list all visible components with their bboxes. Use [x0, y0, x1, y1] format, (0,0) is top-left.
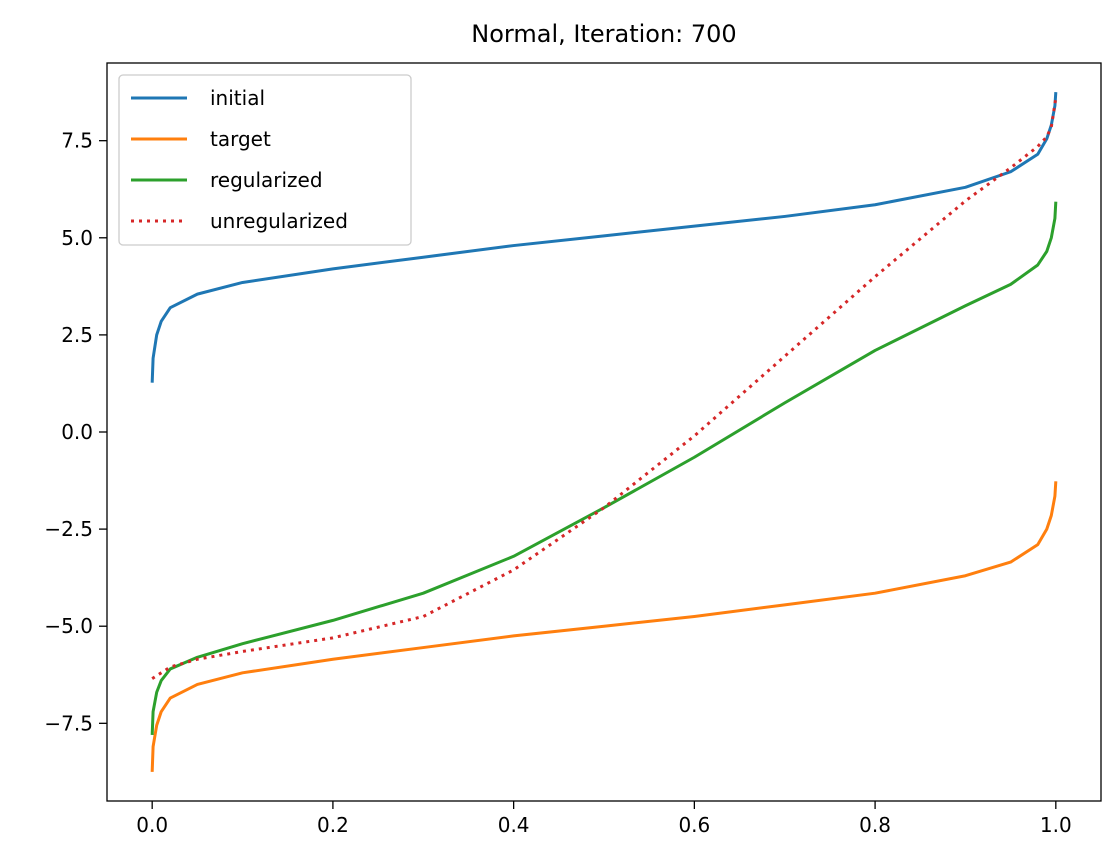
series-layer — [150, 92, 1058, 772]
legend-label-initial: initial — [210, 86, 265, 110]
series-line-initial — [150, 92, 1058, 383]
x-tick-label: 0.0 — [136, 813, 168, 837]
series-line-unregularized — [151, 97, 1058, 680]
y-tick-label: −5.0 — [44, 614, 93, 638]
y-tick-label: 0.0 — [61, 420, 93, 444]
y-tick-label: −2.5 — [44, 517, 93, 541]
y-tick-label: 7.5 — [61, 129, 93, 153]
x-tick-label: 0.4 — [498, 813, 530, 837]
legend-box — [118, 74, 412, 246]
plot-frame — [106, 62, 1102, 802]
chart-title: Normal, Iteration: 700 — [471, 20, 736, 48]
series-line-target — [150, 481, 1058, 772]
legend-label-unregularized: unregularized — [210, 209, 348, 233]
legend-label-target: target — [210, 127, 271, 151]
series-line-regularized — [150, 201, 1058, 736]
axis-layer: 0.0 0.2 0.4 0.6 0.8 1.0 −7.5 −5.0 −2.5 0.0 2.5 5.0 7… — [44, 129, 1071, 837]
y-tick-label: 2.5 — [61, 323, 93, 347]
legend-label-regularized: regularized — [210, 168, 323, 192]
x-tick-label: 0.6 — [678, 813, 710, 837]
y-tick-label: 5.0 — [61, 226, 93, 250]
legend: initial target regularized unregularized — [118, 74, 412, 246]
x-tick-label: 1.0 — [1040, 813, 1072, 837]
x-tick-label: 0.8 — [859, 813, 891, 837]
x-tick-label: 0.2 — [317, 813, 349, 837]
y-tick-label: −7.5 — [44, 711, 93, 735]
